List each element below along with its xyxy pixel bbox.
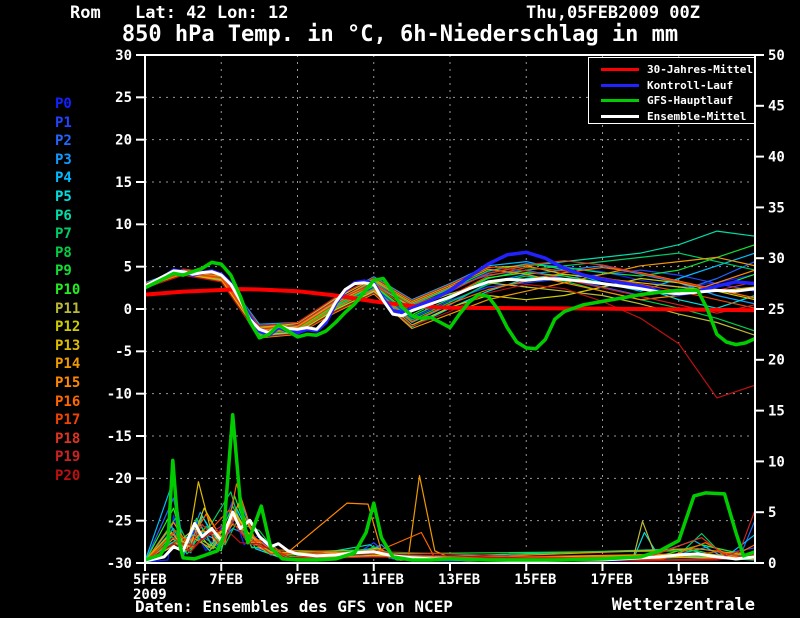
station-name: Rom — [70, 3, 101, 23]
x-tick-label: 15FEB — [514, 572, 556, 588]
legend-row: Kontroll-Lauf — [589, 77, 754, 93]
right-tick-label: 15 — [768, 404, 785, 420]
member-label-P13: P13 — [55, 337, 81, 354]
member-label-P17: P17 — [55, 412, 81, 429]
member-label-P4: P4 — [55, 170, 72, 187]
right-tick-label: 25 — [768, 302, 785, 318]
legend-label: Ensemble-Mittel — [647, 109, 747, 123]
left-tick-label: 0 — [124, 302, 132, 318]
legend-line-sample — [601, 68, 639, 71]
run-datetime: Thu,05FEB2009 00Z — [526, 3, 700, 23]
member-label-P9: P9 — [55, 263, 72, 280]
member-label-P19: P19 — [55, 449, 81, 466]
station-coordinates: Lat: 42 Lon: 12 — [135, 3, 289, 23]
series-lines — [145, 230, 755, 563]
member-precip-line-P20 — [145, 527, 755, 563]
member-label-P18: P18 — [55, 430, 81, 447]
x-tick-label: 13FEB — [438, 572, 480, 588]
right-tick-label: 5 — [768, 505, 776, 521]
left-tick-label: -30 — [107, 556, 132, 572]
member-label-P8: P8 — [55, 244, 72, 261]
left-tick-label: 15 — [115, 175, 132, 191]
member-label-P6: P6 — [55, 207, 72, 224]
left-tick-label: 20 — [115, 133, 132, 149]
member-label-P20: P20 — [55, 468, 81, 484]
member-label-P2: P2 — [55, 133, 72, 150]
left-tick-label: -10 — [107, 387, 132, 403]
left-tick-label: -25 — [107, 514, 132, 530]
member-label-P15: P15 — [55, 375, 81, 391]
legend-box: 30-Jahres-Mittel Kontroll-Lauf GFS-Hauptla… — [588, 57, 755, 124]
member-precip-line-P14 — [145, 475, 755, 563]
left-tick-label: -15 — [107, 429, 132, 445]
member-label-P16: P16 — [55, 393, 81, 410]
main-series-line-GFS-Hauptlauf — [145, 260, 755, 351]
legend-line-sample — [601, 114, 639, 118]
member-label-P12: P12 — [55, 319, 81, 336]
left-tick-label: 25 — [115, 90, 132, 106]
main-series-line-Ensemble-Mittel-Niederschlag — [145, 510, 755, 563]
member-precip-line-P5 — [145, 507, 755, 563]
member-label-P7: P7 — [55, 226, 72, 243]
left-tick-label: -5 — [115, 344, 132, 360]
legend-row: GFS-Hauptlauf — [589, 92, 754, 108]
x-tick-label: 7FEB — [209, 572, 243, 588]
legend-label: 30-Jahres-Mittel — [647, 63, 753, 76]
right-tick-label: 0 — [768, 556, 776, 572]
member-label-P5: P5 — [55, 189, 72, 205]
x-tick-label: 5FEB — [133, 572, 167, 588]
right-tick-label: 20 — [768, 353, 785, 369]
main-series-line-GFS-Hauptlauf-Niederschlag — [145, 412, 755, 562]
member-temp-line-P20 — [145, 274, 755, 399]
brand-name: Wetterzentrale — [611, 595, 755, 615]
legend-row: Ensemble-Mittel — [589, 108, 754, 124]
legend-line-sample — [601, 99, 639, 102]
legend-label: GFS-Hauptlauf — [647, 94, 734, 107]
member-label-P0: P0 — [55, 96, 72, 112]
member-label-P3: P3 — [55, 151, 72, 168]
member-precip-line-P8 — [145, 517, 755, 563]
main-series-line-30-Jahres-Mittel — [145, 287, 755, 313]
member-label-P14: P14 — [55, 356, 81, 373]
left-tick-label: 30 — [115, 48, 132, 64]
legend-line-sample — [601, 83, 639, 87]
right-tick-label: 50 — [768, 48, 785, 64]
x-tick-label: 11FEB — [362, 572, 404, 588]
member-label-P11: P11 — [55, 300, 81, 317]
left-tick-label: 5 — [124, 260, 132, 276]
legend-row: 30-Jahres-Mittel — [589, 61, 754, 77]
x-tick-label: 9FEB — [286, 572, 320, 588]
left-tick-label: 10 — [115, 217, 132, 233]
right-tick-label: 10 — [768, 454, 785, 470]
x-tick-label: 17FEB — [591, 572, 633, 588]
x-tick-label: 19FEB — [667, 572, 709, 588]
left-tick-label: -20 — [107, 471, 132, 487]
legend-label: Kontroll-Lauf — [647, 78, 734, 92]
right-tick-label: 35 — [768, 200, 785, 216]
x-axis-year-label: 2009 — [133, 587, 167, 603]
right-tick-label: 45 — [768, 99, 785, 115]
member-label-P10: P10 — [55, 282, 81, 298]
data-source-note: Daten: Ensembles des GFS von NCEP — [135, 597, 453, 616]
right-tick-label: 30 — [768, 251, 785, 267]
right-tick-label: 40 — [768, 150, 785, 166]
axes: 302520151050-5-10-15-20-25-3050454035302… — [107, 48, 785, 603]
chart-title: 850 hPa Temp. in °C, 6h-Niederschlag in … — [121, 22, 679, 47]
member-label-P1: P1 — [55, 114, 72, 131]
